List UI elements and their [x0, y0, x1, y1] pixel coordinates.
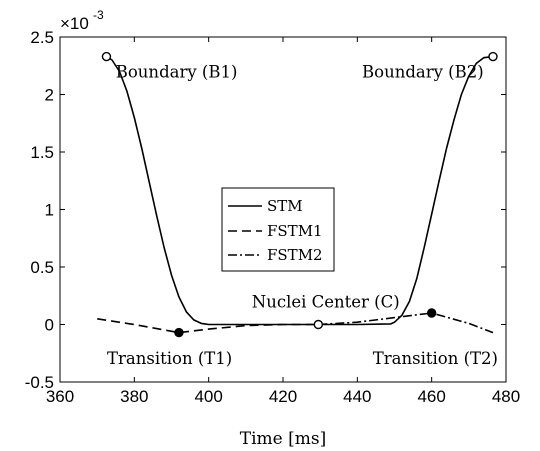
annotation-label: Transition (T1): [107, 349, 232, 368]
annotation-label: Boundary (B2): [362, 63, 484, 82]
marker-point: [426, 308, 437, 318]
legend: STM FSTM1 FSTM2: [221, 187, 335, 272]
legend-label-fstm2: FSTM2: [267, 246, 323, 264]
legend-label-stm: STM: [267, 197, 303, 215]
x-tick-label: 480: [492, 387, 520, 406]
y-tick-label: -0.5: [25, 373, 54, 392]
annotation-label: Transition (T2): [373, 349, 498, 368]
marker-point: [488, 51, 498, 62]
legend-box: [221, 187, 335, 272]
y-tick-label: 0.5: [30, 258, 54, 277]
legend-label-fstm1: FSTM1: [267, 222, 323, 240]
x-tick-label: 460: [417, 387, 445, 406]
marker-point: [313, 319, 324, 330]
x-axis-label: Time [ms]: [240, 429, 326, 449]
x-tick-label: 440: [343, 387, 371, 406]
y-tick-label: 1.5: [30, 143, 54, 162]
y-tick-label: 1: [45, 201, 54, 220]
x-tick-label: 380: [120, 387, 148, 406]
annotation-label: Nuclei Center (C): [252, 293, 400, 312]
series-line-fstm1: [97, 318, 319, 334]
y-exponent-base: ×10: [60, 14, 89, 33]
annotation-label: Boundary (B1): [116, 63, 238, 82]
y-tick-label: 2.5: [30, 28, 54, 47]
marker-point: [101, 51, 112, 62]
x-tick-label: 400: [194, 387, 222, 406]
y-exponent-power: -3: [93, 8, 104, 22]
series-line-fstm2: [318, 312, 494, 334]
marker-point: [174, 327, 184, 338]
y-tick-label: 0: [45, 316, 54, 335]
y-tick-label: 2: [45, 86, 54, 105]
x-tick-label: 360: [46, 387, 74, 406]
x-tick-label: 420: [269, 387, 297, 406]
